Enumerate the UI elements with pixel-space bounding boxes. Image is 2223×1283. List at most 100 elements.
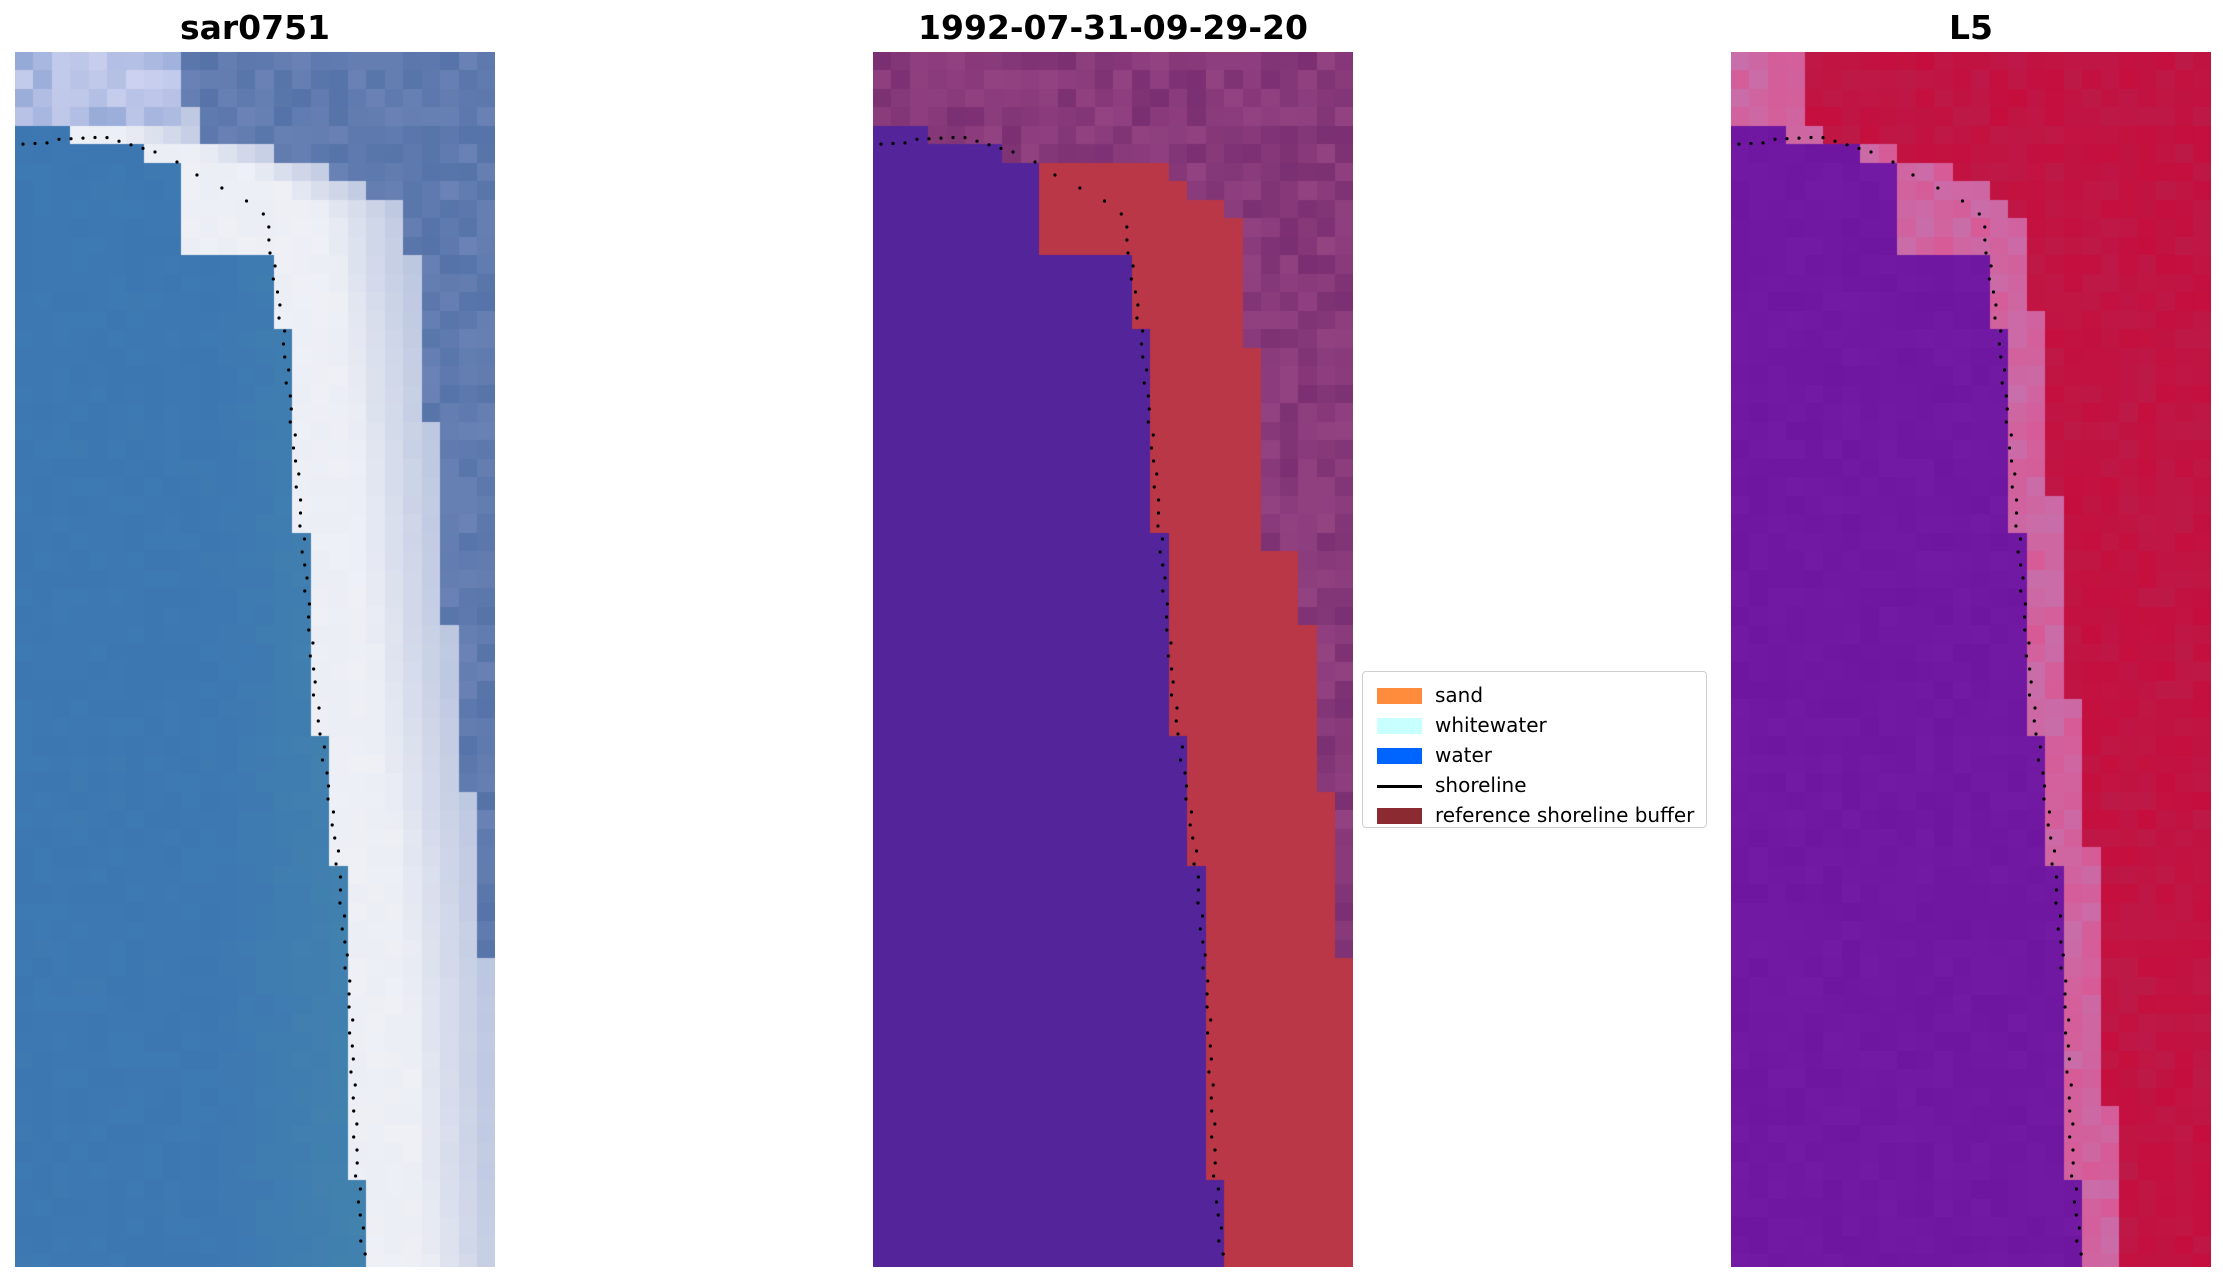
shoreline-dot bbox=[1977, 212, 1981, 216]
shoreline-dot bbox=[1206, 979, 1210, 983]
shoreline-dot bbox=[322, 745, 326, 749]
shoreline-dot bbox=[311, 641, 315, 645]
shoreline-dot bbox=[2067, 1096, 2071, 1100]
shoreline-dot bbox=[1212, 1174, 1216, 1178]
shoreline-dot bbox=[927, 137, 931, 141]
whitewater-swatch bbox=[1377, 718, 1422, 734]
shoreline-dot bbox=[1196, 875, 1201, 879]
shoreline-dot bbox=[1169, 641, 1173, 645]
shoreline-dot bbox=[307, 602, 311, 606]
shoreline-dot bbox=[1152, 485, 1156, 489]
shoreline-dot bbox=[1146, 394, 1150, 398]
shoreline-dot bbox=[1184, 797, 1188, 801]
shoreline-dot bbox=[2009, 433, 2013, 437]
shoreline-dot bbox=[308, 654, 312, 658]
shoreline-dot bbox=[1053, 173, 1057, 177]
shoreline-dot bbox=[1161, 589, 1165, 593]
legend-item-shoreline: shoreline bbox=[1373, 770, 1696, 800]
shoreline-dot bbox=[354, 1174, 358, 1178]
shoreline-dot bbox=[1033, 160, 1037, 164]
shoreline-dot bbox=[1216, 1187, 1220, 1191]
shoreline-dot bbox=[293, 433, 297, 437]
shoreline-dot bbox=[1146, 420, 1150, 424]
shoreline-dot bbox=[294, 485, 298, 489]
shoreline-dot bbox=[1176, 732, 1180, 736]
shoreline-dot bbox=[2074, 1187, 2078, 1191]
shoreline-dot bbox=[195, 173, 199, 177]
shoreline-dot bbox=[1785, 137, 1789, 141]
shoreline-dot bbox=[1993, 316, 1997, 320]
shoreline-dot bbox=[1160, 537, 1165, 541]
panel-title-date: 1992-07-31-09-29-20 bbox=[918, 8, 1308, 47]
shoreline-dot bbox=[281, 342, 286, 346]
shoreline-dot bbox=[1151, 433, 1155, 437]
shoreline-dot bbox=[1164, 615, 1169, 619]
shoreline-dot bbox=[283, 329, 287, 333]
shoreline-dot bbox=[1205, 992, 1209, 996]
sand-swatch bbox=[1377, 688, 1422, 704]
shoreline-dot bbox=[1133, 290, 1138, 294]
shoreline-dot bbox=[2000, 381, 2004, 385]
shoreline-dot bbox=[1147, 407, 1151, 411]
shoreline-dot bbox=[2054, 901, 2058, 905]
shoreline-dot bbox=[330, 823, 334, 827]
shoreline-dot bbox=[1125, 238, 1129, 242]
shoreline-dot bbox=[2052, 849, 2057, 853]
shoreline-dot bbox=[2005, 407, 2009, 411]
shoreline-dot bbox=[352, 1109, 356, 1113]
shoreline-dot bbox=[1201, 966, 1205, 970]
shoreline-dot bbox=[338, 888, 343, 892]
shoreline-dot bbox=[2056, 927, 2060, 931]
shoreline-dot bbox=[2029, 680, 2033, 684]
shoreline-dot bbox=[999, 146, 1003, 150]
shoreline-dot bbox=[1163, 576, 1167, 580]
shoreline-dot bbox=[268, 251, 272, 255]
shoreline-dot bbox=[1129, 277, 1133, 281]
shoreline-dot bbox=[2068, 1135, 2072, 1139]
shoreline-dot bbox=[298, 511, 303, 515]
legend-item-water: water bbox=[1373, 740, 1696, 770]
shoreline-dot bbox=[1999, 329, 2003, 333]
shoreline-dot bbox=[1845, 143, 1849, 147]
shoreline-dot bbox=[1936, 186, 1940, 190]
shoreline-dot bbox=[363, 1252, 367, 1256]
legend: sand whitewater water shoreline referenc… bbox=[1362, 671, 1707, 828]
shoreline-dot bbox=[1208, 1044, 1212, 1048]
shoreline-dot bbox=[975, 139, 979, 143]
shoreline-dot bbox=[1170, 667, 1174, 671]
shoreline-dot bbox=[303, 563, 307, 567]
shoreline-dot bbox=[2049, 836, 2053, 840]
legend-label: sand bbox=[1435, 683, 1484, 707]
shoreline-dot bbox=[2067, 1018, 2071, 1022]
shoreline-dot bbox=[1219, 1226, 1223, 1230]
shoreline-dot bbox=[1139, 342, 1144, 346]
shoreline-dot bbox=[1161, 563, 1165, 567]
shoreline-dot bbox=[2041, 771, 2045, 775]
classified-image bbox=[873, 52, 1353, 1267]
shoreline-dot bbox=[287, 368, 291, 372]
shoreline-dot bbox=[293, 459, 298, 463]
shoreline-dot bbox=[1171, 680, 1175, 684]
shoreline-dot bbox=[288, 394, 292, 398]
shoreline-dot bbox=[2019, 589, 2023, 593]
shoreline-dot bbox=[1126, 251, 1130, 255]
shoreline-dot bbox=[2038, 745, 2042, 749]
shoreline-dot bbox=[2054, 875, 2059, 879]
shoreline-dot bbox=[305, 576, 309, 580]
shoreline-dot bbox=[1761, 141, 1765, 145]
shoreline-dot bbox=[2013, 472, 2017, 476]
shoreline-dot bbox=[2064, 979, 2068, 983]
shoreline-dot bbox=[1192, 862, 1196, 866]
shoreline-dot bbox=[316, 719, 320, 723]
shoreline-dot bbox=[302, 537, 307, 541]
shoreline-dot bbox=[1209, 1057, 1213, 1061]
shoreline-dot bbox=[2023, 628, 2027, 632]
legend-label: shoreline bbox=[1435, 773, 1527, 797]
shoreline-dot bbox=[2024, 654, 2028, 658]
shoreline-dot bbox=[2054, 888, 2059, 892]
shoreline-dot bbox=[2066, 1044, 2070, 1048]
shoreline-dot bbox=[175, 160, 179, 164]
shoreline-dot bbox=[2019, 563, 2023, 567]
shoreline-dot bbox=[343, 966, 347, 970]
shoreline-dot bbox=[1156, 498, 1161, 502]
